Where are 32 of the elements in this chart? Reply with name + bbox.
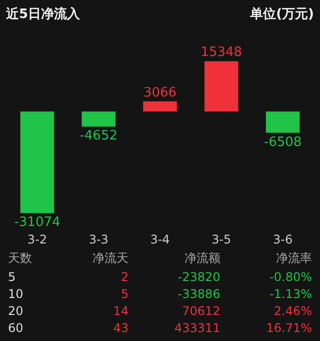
category-label: 净流额 (183, 250, 222, 267)
text: -0.80% (268, 268, 313, 285)
chart-title: 近5日净流入 (6, 6, 80, 23)
text: 43 (112, 320, 130, 336)
text: 2.46% (272, 302, 313, 319)
text: -23820 (176, 268, 222, 285)
text: -1.13% (268, 286, 313, 302)
data-label: -31074 (14, 215, 60, 230)
text: 14 (112, 302, 130, 319)
x-tick-label: 3-4 (150, 232, 170, 246)
text: 16.71% (265, 320, 313, 336)
category-label: 天数 (7, 250, 33, 267)
data-label: -6508 (264, 134, 302, 150)
data-label: 3066 (143, 85, 177, 100)
text: 10 (7, 286, 24, 302)
y-axis-title: 单位(万元) (250, 6, 314, 23)
text: 2 (120, 268, 130, 285)
text: -33886 (176, 286, 222, 302)
text: 433311 (174, 320, 222, 336)
text: 5 (7, 268, 17, 285)
text: 20 (7, 302, 24, 319)
x-tick-label: 3-3 (88, 232, 108, 246)
data-label: 15348 (200, 45, 242, 60)
category-label: 净流天 (92, 250, 130, 267)
category-label: 净流率 (275, 250, 313, 267)
text: 5 (120, 286, 130, 302)
x-tick-label: 3-6 (272, 232, 293, 246)
x-tick-label: 3-2 (27, 232, 48, 246)
x-tick-label: 3-5 (212, 232, 232, 246)
text: 70612 (181, 302, 222, 319)
data-label: -4652 (80, 128, 118, 144)
text: 60 (7, 320, 24, 336)
